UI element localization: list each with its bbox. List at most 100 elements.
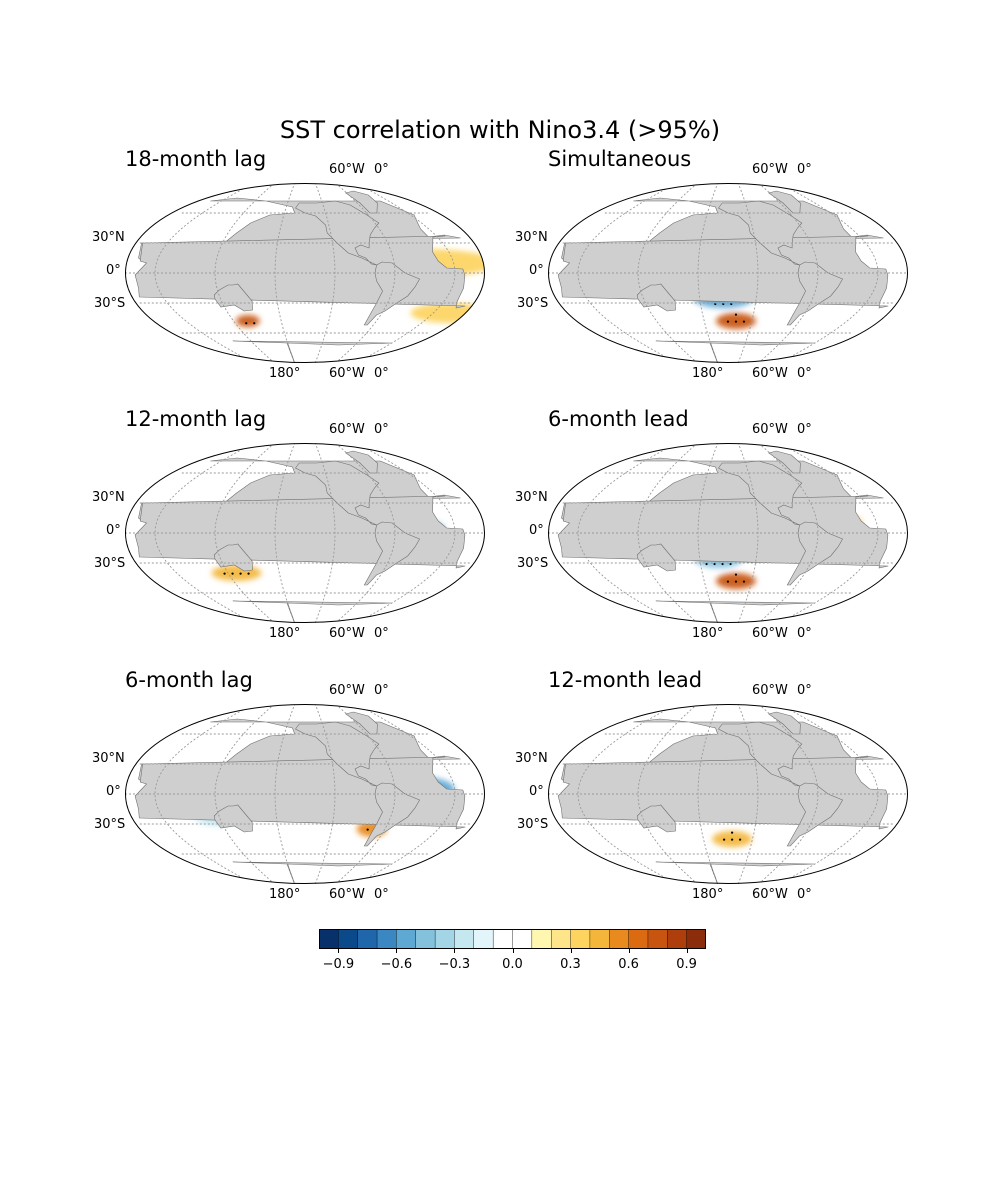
significance-dot: [721, 562, 724, 566]
colorbar-swatch: [357, 929, 378, 949]
land: [295, 200, 380, 266]
colorbar-tickmark: [396, 949, 398, 953]
longitude-gridline: [697, 443, 719, 623]
map-panel-p12lag: 12-month lag 60°W 0° 180° 60°W 0° 30°N 0° 30°S: [92, 407, 485, 693]
land: [134, 495, 466, 569]
colorbar-tick-label: −0.3: [438, 957, 471, 972]
land: [363, 521, 421, 586]
significance-dot: [734, 580, 738, 583]
map-panel-psim: Simultaneous 60°W 0° 180° 60°W 0° 30°N 0° 30°S: [515, 147, 908, 433]
map-outline: [125, 183, 485, 363]
significance-dot: [247, 572, 250, 575]
bottom-lon-label: 0°: [797, 887, 812, 902]
significance-dot: [742, 320, 746, 323]
colorbar-frame: [319, 929, 706, 949]
lat-label: 0°: [106, 263, 121, 278]
colorbar-swatch: [415, 929, 436, 949]
bottom-lon-label: 0°: [374, 626, 389, 641]
colorbar-tickmark: [338, 949, 340, 953]
land: [213, 283, 253, 312]
panel-title: 12-month lag: [125, 407, 267, 431]
lat-label: 0°: [529, 263, 544, 278]
bottom-lon-label: 60°W: [752, 626, 788, 641]
significance-dot: [726, 320, 730, 323]
panel-title: 12-month lead: [548, 668, 703, 692]
top-lon-label: 60°W: [329, 422, 365, 437]
land: [345, 190, 378, 214]
land: [786, 782, 844, 847]
bottom-lon-label: 180°: [692, 626, 724, 641]
bottom-lon-label: 180°: [269, 887, 301, 902]
lat-label: 30°N: [92, 751, 125, 766]
significance-dot: [730, 302, 733, 306]
map-psim: [548, 183, 908, 363]
colorbar-tick-label: −0.9: [322, 957, 355, 972]
land: [213, 543, 253, 572]
land: [363, 261, 421, 326]
land: [213, 804, 253, 833]
bottom-lon-label: 0°: [374, 887, 389, 902]
top-lon-label: 0°: [797, 683, 812, 698]
significance-dot: [713, 562, 716, 566]
colorbar-swatch: [531, 929, 552, 949]
land: [636, 283, 676, 312]
lat-label: 0°: [529, 523, 544, 538]
colorbar-swatch: [512, 929, 533, 949]
longitude-gridline: [314, 443, 336, 623]
colorbar-swatch: [570, 929, 591, 949]
significance-dot: [730, 838, 734, 841]
land: [718, 200, 803, 266]
lat-label: 30°N: [515, 490, 548, 505]
figure-title: SST correlation with Nino3.4 (>95%): [279, 116, 721, 144]
bottom-lon-label: 0°: [797, 366, 812, 381]
top-lon-label: 60°W: [752, 422, 788, 437]
map-panel-p6lead: 6-month lead 60°W 0° 180° 60°W 0° 30°N 0° 30°S: [515, 407, 908, 693]
land: [557, 756, 889, 830]
top-lon-label: 60°W: [752, 162, 788, 177]
significance-dot: [722, 302, 725, 306]
colorbar-tickmark: [570, 949, 572, 953]
panel-title: 6-month lag: [125, 668, 253, 692]
longitude-gridline: [737, 443, 759, 623]
colorbar-swatch: [667, 929, 688, 949]
lat-label: 30°S: [517, 817, 549, 832]
colorbar-tick-label: 0.3: [560, 957, 581, 972]
colorbar-swatch: [319, 929, 339, 949]
map-p12lag: [125, 443, 485, 623]
land: [636, 543, 676, 572]
longitude-gridline: [274, 183, 296, 363]
map-panel-p18lag: 18-month lag 60°W 0° 180° 60°W 0° 30°N 0° 30°S: [92, 147, 485, 433]
longitude-gridline: [697, 183, 719, 363]
longitude-gridline: [737, 704, 759, 884]
bottom-lon-label: 180°: [269, 626, 301, 641]
top-lon-label: 60°W: [329, 683, 365, 698]
colorbar-swatch: [338, 929, 359, 949]
map-outline: [548, 183, 908, 363]
significance-dot: [734, 313, 738, 316]
land: [768, 450, 801, 474]
colorbar-swatch: [550, 929, 572, 949]
significance-dot: [231, 572, 234, 575]
significance-dot: [726, 580, 730, 583]
map-outline: [125, 443, 485, 623]
bottom-lon-label: 60°W: [329, 887, 365, 902]
top-lon-label: 0°: [374, 422, 389, 437]
land: [134, 235, 466, 309]
colorbar-tick-label: 0.0: [502, 957, 523, 972]
map-outline: [125, 704, 485, 884]
colorbar-swatch: [376, 929, 397, 949]
colorbar-swatch: [434, 929, 455, 949]
top-lon-label: 0°: [797, 162, 812, 177]
anomaly-region: [235, 315, 260, 327]
significance-dot: [223, 572, 226, 575]
colorbar-tickmark: [512, 949, 514, 953]
significance-dot: [729, 562, 732, 566]
colorbar-swatch: [647, 929, 668, 949]
map-p12lead: [548, 704, 908, 884]
significance-dot: [239, 572, 242, 575]
land: [655, 340, 815, 363]
colorbar-swatch: [492, 929, 513, 949]
colorbar-swatch: [628, 929, 649, 949]
panel-title: 18-month lag: [125, 147, 267, 171]
